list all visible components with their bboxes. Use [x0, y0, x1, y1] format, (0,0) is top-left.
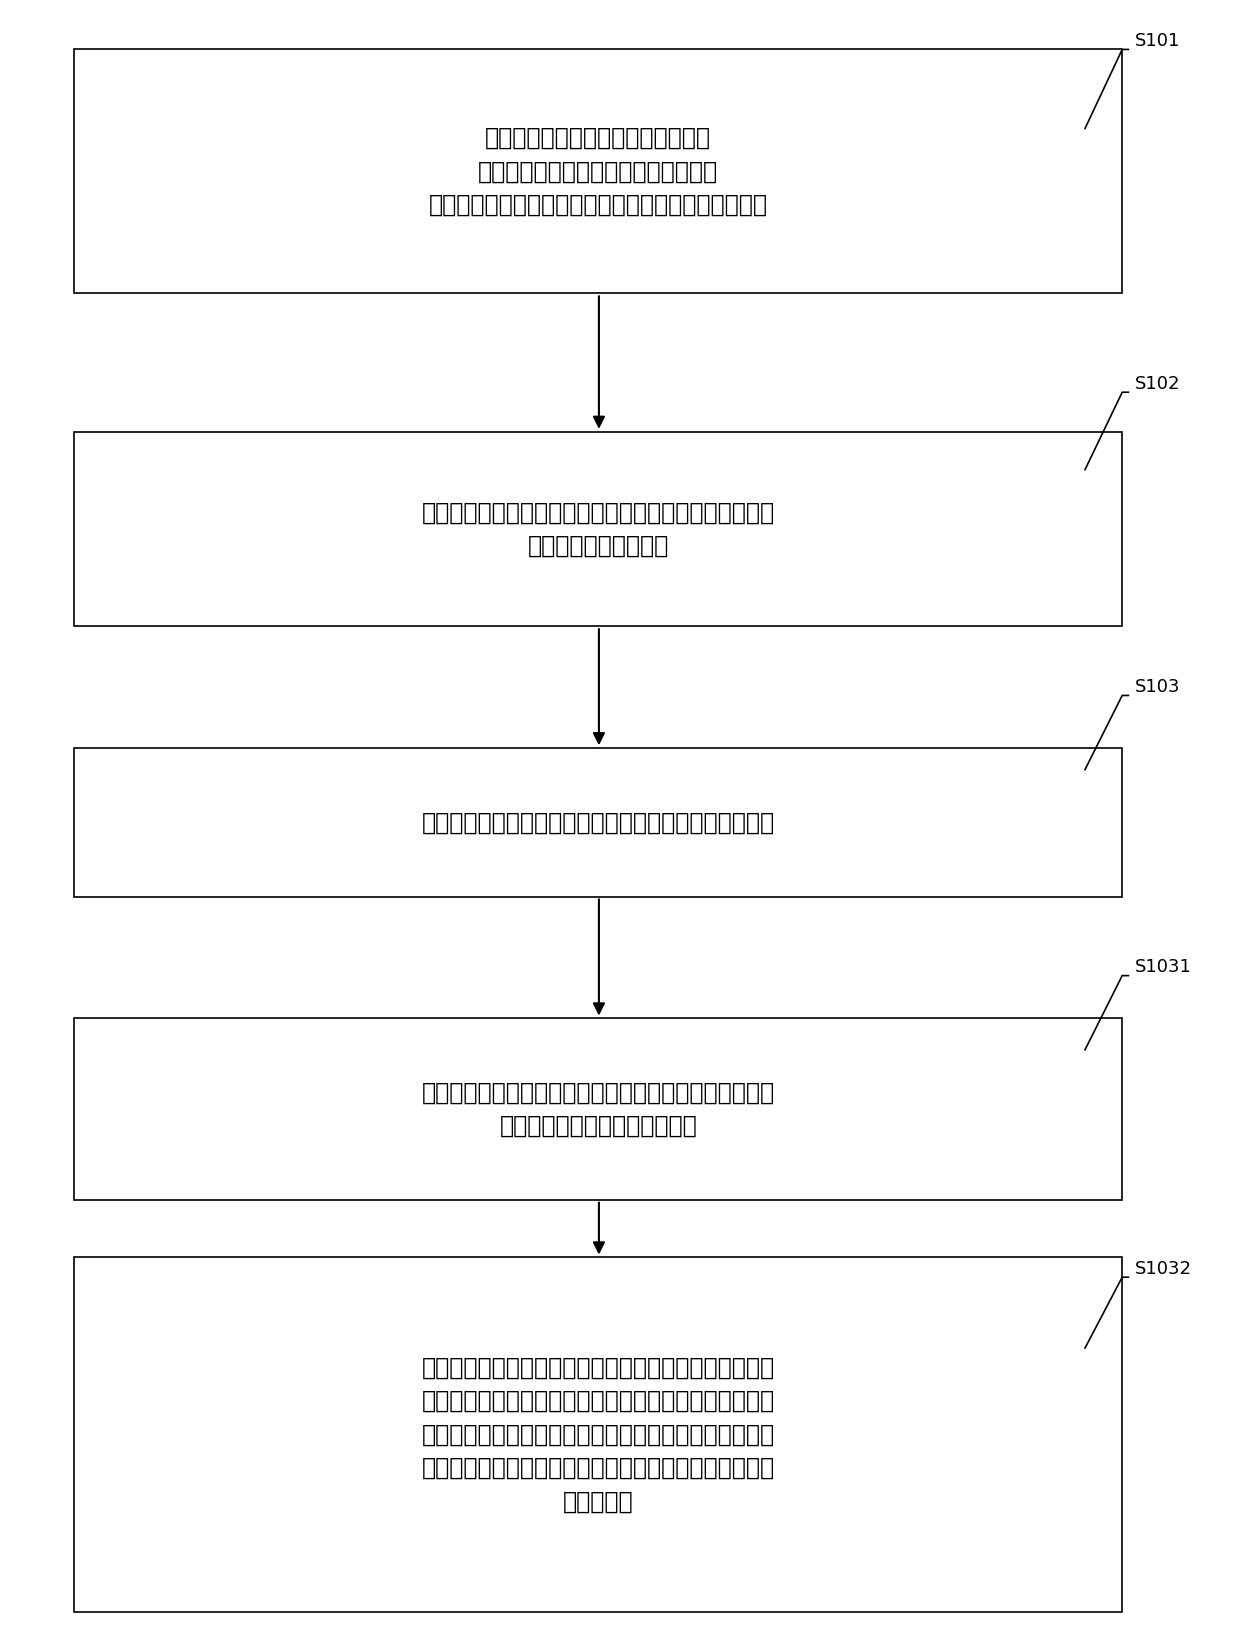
Text: 从截取出的曲线段中选取出用于进行分析的曲线段并输出: 从截取出的曲线段中选取出用于进行分析的曲线段并输出	[422, 811, 775, 834]
Bar	[74, 49, 1122, 293]
Text: S1032: S1032	[1135, 1261, 1192, 1277]
Text: S1031: S1031	[1135, 959, 1192, 976]
Bar	[74, 1257, 1122, 1612]
Text: 获取第一筛选条件和第二筛选条件，
第一筛选条件用于表示胎心监护的监测
项目，第二筛选条件包括预设的胎心率指标的参数范围: 获取第一筛选条件和第二筛选条件， 第一筛选条件用于表示胎心监护的监测 项目，第二…	[429, 125, 768, 218]
Text: 若截取出的曲线段的持续时长均小于第二阈值，选取出其
中持续时长最长的曲线段并输出: 若截取出的曲线段的持续时长均小于第二阈值，选取出其 中持续时长最长的曲线段并输出	[422, 1081, 775, 1137]
Text: 从待分析的胎心率曲线中截取出同时满足第一筛选条件和
第二筛选条件的曲线段: 从待分析的胎心率曲线中截取出同时满足第一筛选条件和 第二筛选条件的曲线段	[422, 501, 775, 557]
Text: S102: S102	[1135, 376, 1180, 392]
Bar	[74, 1018, 1122, 1200]
Text: S103: S103	[1135, 679, 1180, 695]
Bar	[74, 748, 1122, 897]
Bar	[74, 432, 1122, 626]
Text: S101: S101	[1135, 33, 1180, 49]
Text: 对于截取出的曲线段中存在的持续时长不小于第二阈值的
曲线段，基于各个胎心率指标所对应的权值分布，分别计
算每条曲线段的权值，并基于计算出的权值选取出用于进
行分: 对于截取出的曲线段中存在的持续时长不小于第二阈值的 曲线段，基于各个胎心率指标所…	[422, 1356, 775, 1513]
